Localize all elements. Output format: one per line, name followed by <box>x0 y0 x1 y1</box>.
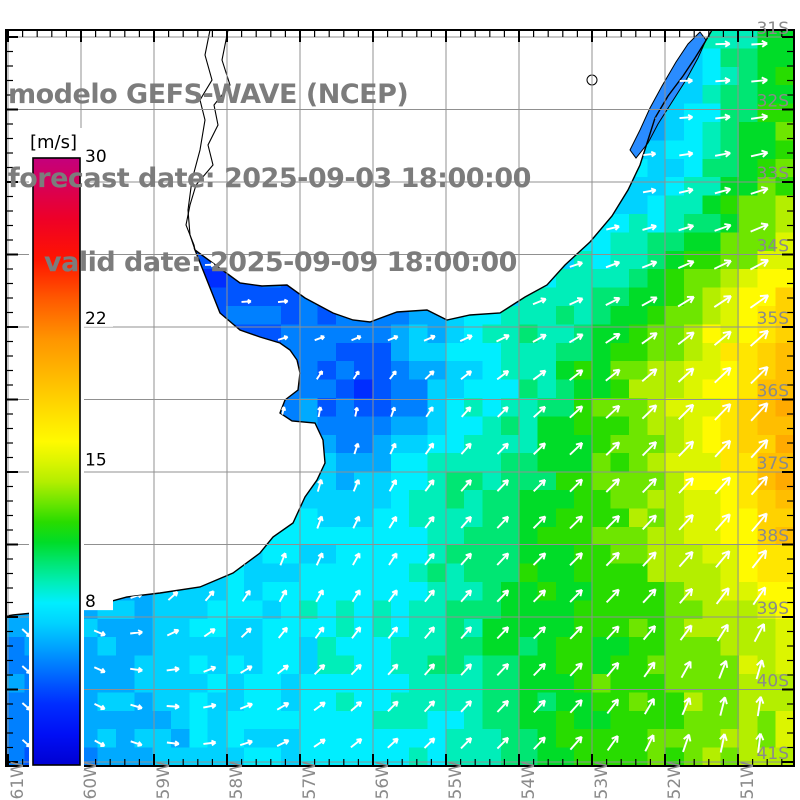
latitude-labels: 31S 32S 33S 34S 35S 36S 37S 38S 39S 40S 41S <box>757 19 789 764</box>
lon-label: 54W <box>519 761 539 800</box>
colorbar-gradient <box>32 157 81 766</box>
lon-label: 61W <box>8 761 28 800</box>
lat-label: 41S <box>757 744 789 764</box>
coastline <box>6 30 713 617</box>
lat-label: 38S <box>757 527 789 547</box>
river-line <box>187 30 213 251</box>
wind-arrows <box>21 39 770 754</box>
lat-label: 32S <box>757 92 789 112</box>
title-block: modelo GEFS-WAVE (NCEP) forecast date: 2… <box>8 25 531 333</box>
lon-label: 51W <box>738 761 758 800</box>
lat-label: 31S <box>757 19 789 39</box>
lon-label: 56W <box>373 761 393 800</box>
lon-label: 60W <box>81 761 101 800</box>
lon-label: 53W <box>592 761 612 800</box>
lon-label: 58W <box>227 761 247 800</box>
colorbar-tick-label: 30 <box>85 147 107 167</box>
lat-label: 37S <box>757 454 789 474</box>
lon-label: 55W <box>446 761 466 800</box>
lat-label: 33S <box>757 164 789 184</box>
map-frame-and-ticks <box>5 29 795 767</box>
lat-label: 36S <box>757 382 789 402</box>
lat-label: 34S <box>757 237 789 257</box>
land-and-coast <box>6 30 713 617</box>
land-mask <box>6 30 712 617</box>
colorbar-unit-label: [m/s] <box>30 132 77 153</box>
lat-label: 35S <box>757 309 789 329</box>
grid-lines <box>6 30 794 766</box>
colorbar-tick-label: 15 <box>85 451 107 471</box>
colorbar-tick-label: 22 <box>85 309 107 329</box>
lon-label: 57W <box>300 761 320 800</box>
model-title: modelo GEFS-WAVE (NCEP) <box>8 79 409 110</box>
colorbar: [m/s] 30 22 15 8 <box>26 128 113 770</box>
lat-label: 39S <box>757 599 789 619</box>
lon-label: 59W <box>154 761 174 800</box>
lon-label: 52W <box>665 761 685 800</box>
forecast-date: forecast date: 2025-09-03 18:00:00 <box>8 163 531 194</box>
lat-label: 40S <box>757 672 789 692</box>
longitude-labels: 61W 60W 59W 58W 57W 56W 55W 54W 53W 52W 51W <box>8 761 758 800</box>
valid-date: valid date: 2025-09-09 18:00:00 <box>44 247 517 278</box>
colorbar-tick-label: 8 <box>85 592 96 612</box>
